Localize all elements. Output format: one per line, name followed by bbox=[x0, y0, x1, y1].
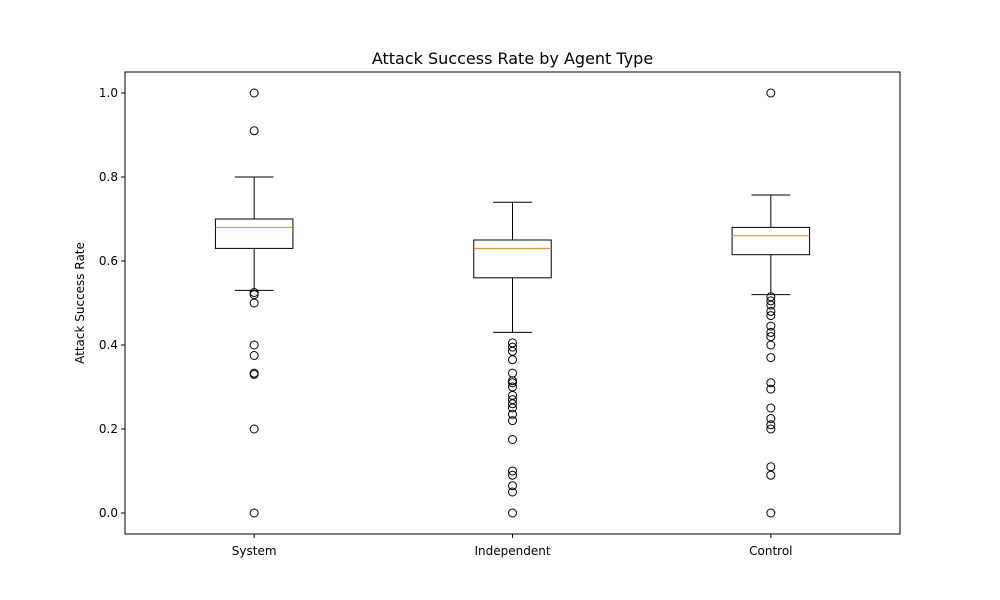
outlier-point bbox=[249, 351, 259, 360]
outlier-point bbox=[766, 353, 776, 363]
outlier-point bbox=[508, 376, 517, 386]
box-iqr bbox=[473, 239, 552, 279]
outlier-point bbox=[508, 416, 517, 426]
y-axis-label: Attack Success Rate bbox=[73, 242, 87, 364]
outlier-point bbox=[766, 470, 776, 480]
chart-title: Attack Success Rate by Agent Type bbox=[372, 49, 653, 68]
outlier-point bbox=[508, 342, 517, 352]
outlier-point bbox=[249, 508, 259, 518]
outlier-point bbox=[766, 508, 776, 518]
x-tick-label: Independent bbox=[474, 544, 550, 558]
x-tick-label: Control bbox=[749, 544, 792, 558]
outlier-point bbox=[249, 88, 259, 98]
outlier-point bbox=[766, 300, 776, 310]
outlier-point bbox=[508, 508, 517, 518]
outlier-point bbox=[766, 424, 776, 434]
outlier-point bbox=[249, 298, 259, 308]
outlier-point bbox=[508, 378, 517, 388]
y-tick-label: 0.8 bbox=[99, 170, 118, 184]
plot-area: 0.0 0.2 0.4 0.6 0.8 1.0 System Independent Contr… bbox=[99, 86, 811, 558]
outlier-point bbox=[249, 126, 259, 136]
plot-frame bbox=[124, 71, 901, 535]
y-tick-label: 0.4 bbox=[99, 338, 118, 352]
y-tick-label: 0.6 bbox=[99, 254, 118, 268]
outlier-point bbox=[766, 384, 776, 394]
outlier-point bbox=[249, 288, 259, 297]
x-tick-label: System bbox=[232, 544, 277, 558]
y-tick-label: 0.2 bbox=[99, 422, 118, 436]
outlier-point bbox=[508, 481, 517, 491]
outlier-point bbox=[508, 403, 517, 413]
outlier-point bbox=[249, 424, 259, 434]
y-tick-label: 0.0 bbox=[99, 506, 118, 520]
outlier-point bbox=[766, 296, 776, 306]
outlier-point bbox=[508, 466, 517, 476]
outlier-point bbox=[766, 340, 776, 350]
outlier-point bbox=[249, 369, 259, 379]
outlier-point bbox=[508, 355, 517, 365]
outlier-point bbox=[508, 435, 517, 444]
outlier-point bbox=[766, 403, 776, 413]
outlier-point bbox=[766, 414, 776, 423]
box-iqr bbox=[214, 218, 294, 249]
outlier-point bbox=[508, 409, 517, 419]
outlier-point bbox=[766, 88, 776, 98]
outlier-point bbox=[766, 420, 776, 430]
outlier-point bbox=[766, 378, 776, 388]
outlier-point bbox=[766, 321, 776, 331]
outlier-point bbox=[508, 470, 517, 480]
outlier-point bbox=[508, 487, 517, 497]
outlier-point bbox=[766, 311, 776, 321]
box-iqr bbox=[731, 226, 811, 256]
outlier-point bbox=[249, 340, 259, 350]
outlier-point bbox=[508, 399, 517, 409]
outlier-point bbox=[766, 327, 776, 337]
y-tick-label: 1.0 bbox=[99, 86, 118, 100]
outlier-point bbox=[766, 306, 776, 316]
